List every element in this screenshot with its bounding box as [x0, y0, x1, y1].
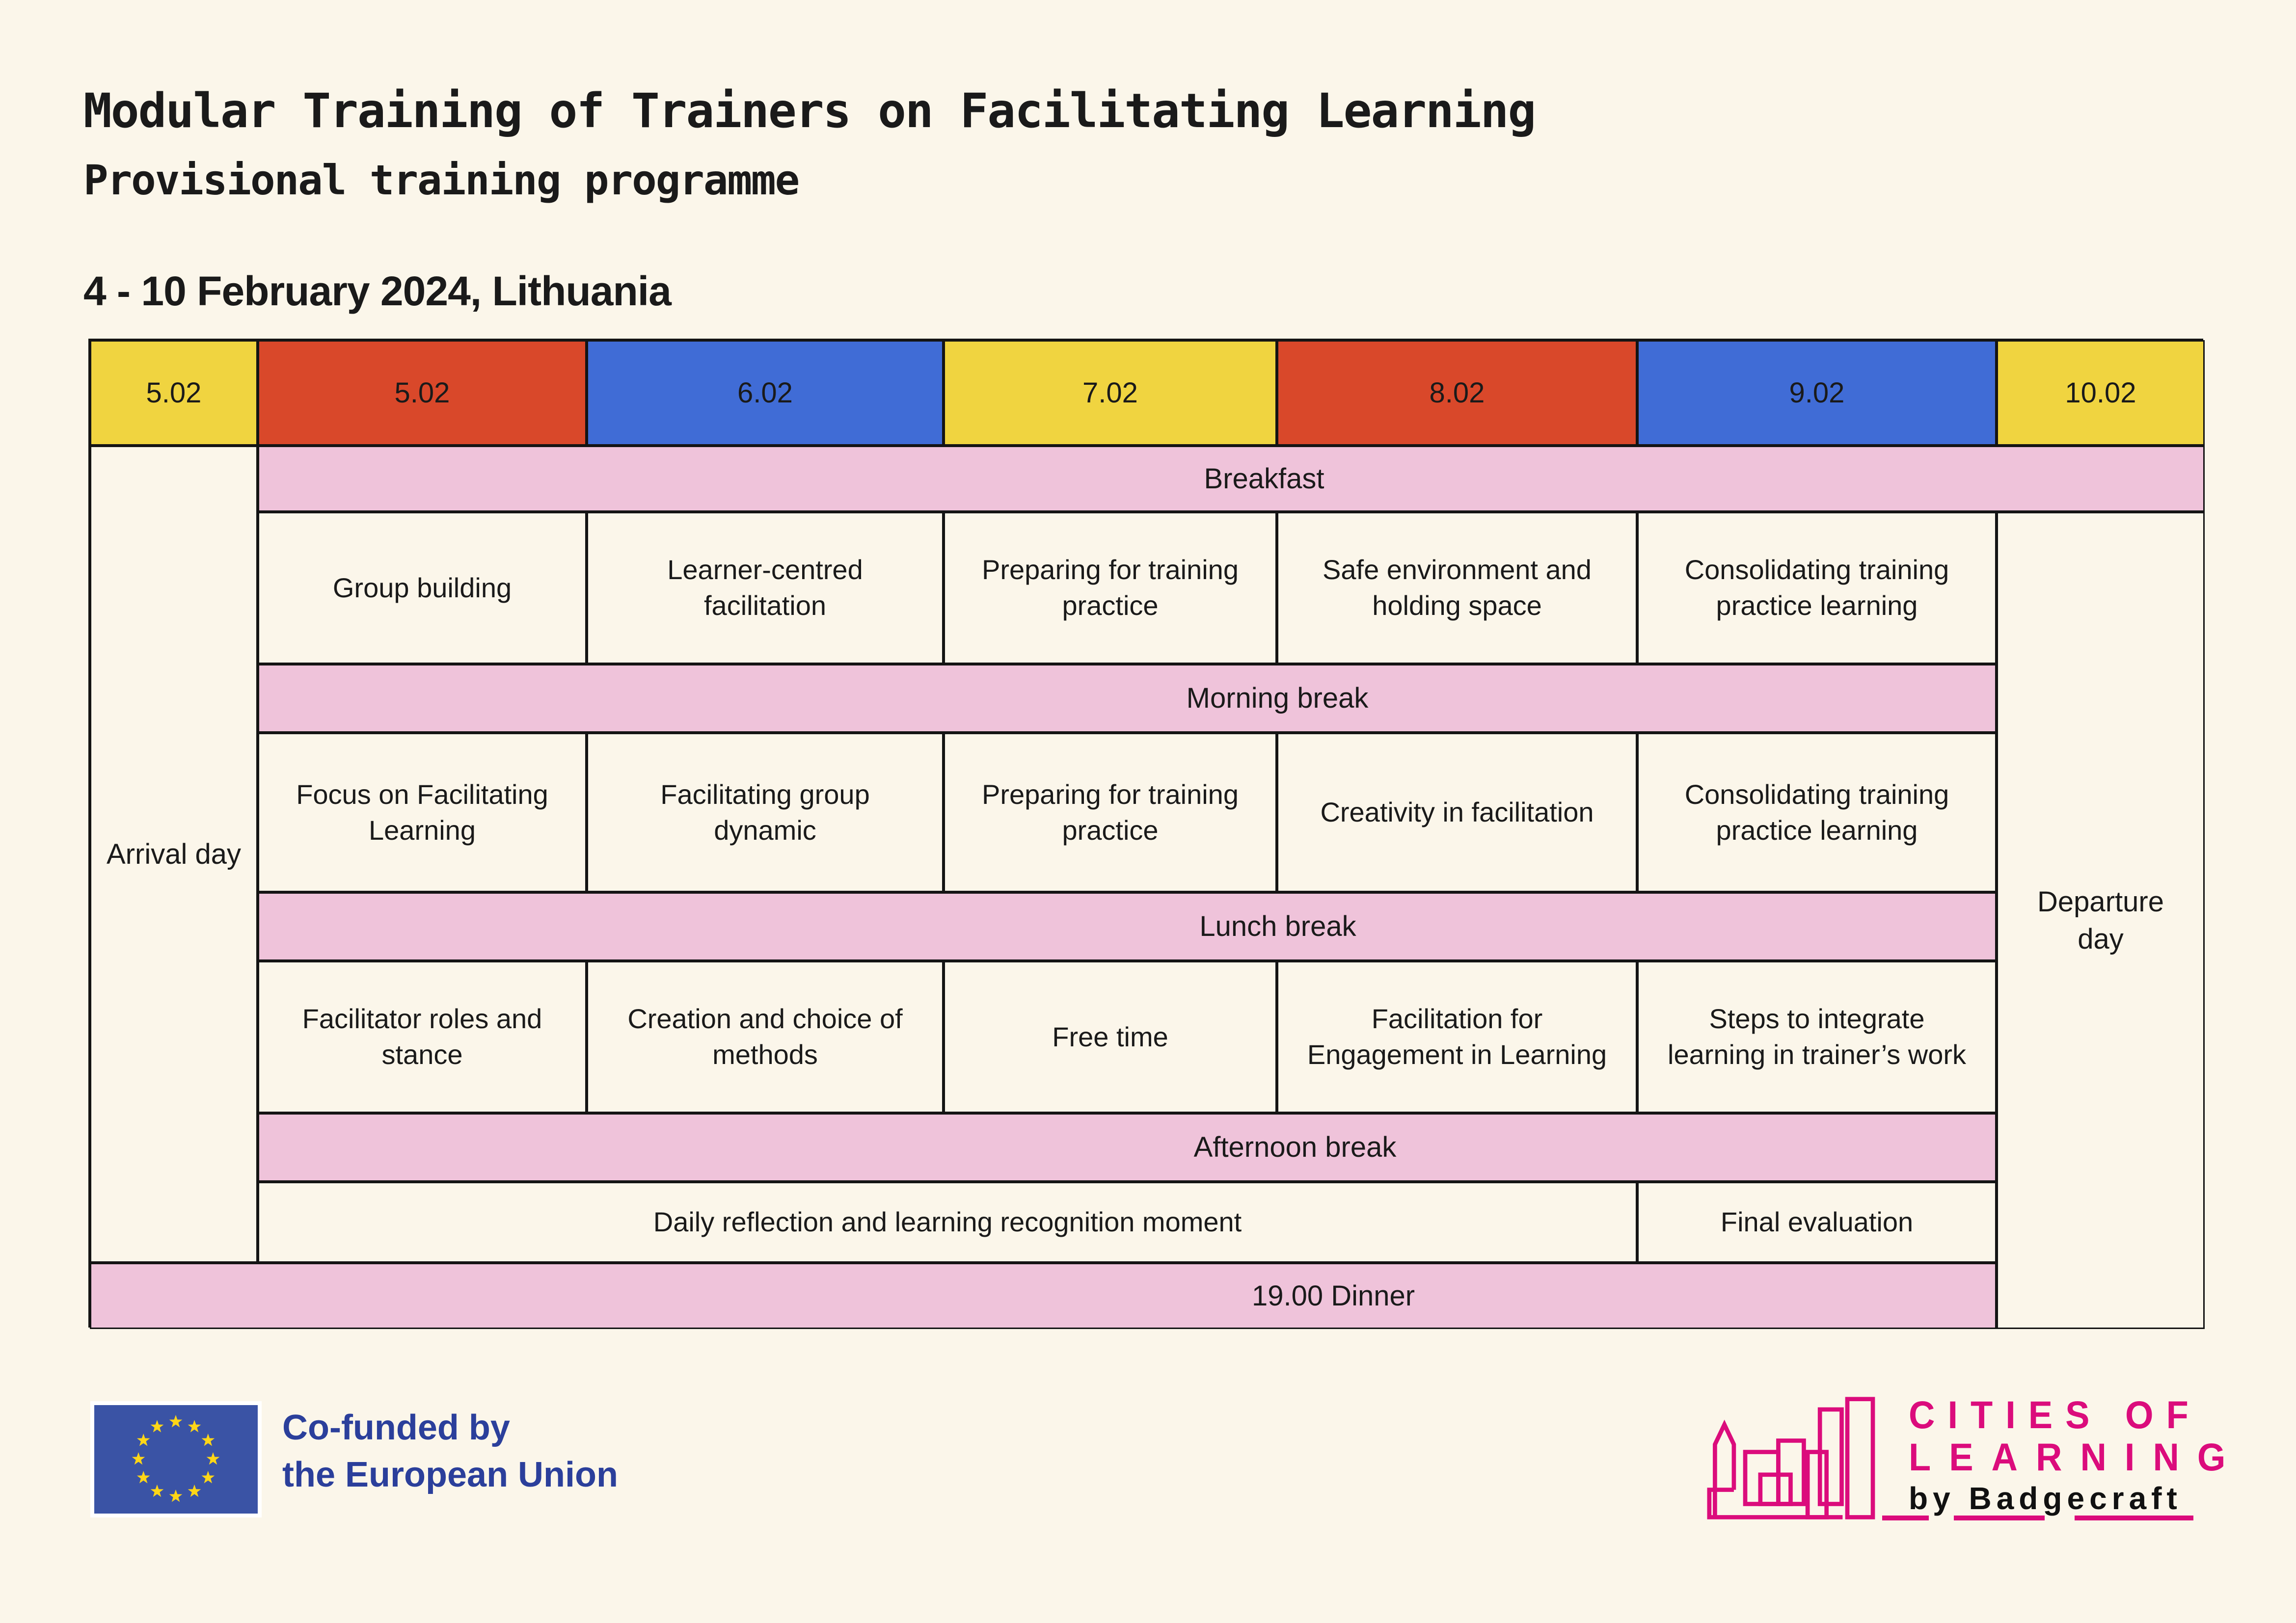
- cities-of-learning-logo-line2: LEARNING: [1909, 1436, 2244, 1479]
- session-cell: Safe environment and holding space: [1277, 512, 1637, 664]
- day-header-1: 5.02: [90, 340, 258, 446]
- eu-flag-blue-field: [94, 1405, 258, 1514]
- logo-underline-segment: [1882, 1516, 1929, 1520]
- morning-break-row: Morning break: [258, 664, 1997, 733]
- eu-stars-icon: [132, 1415, 220, 1502]
- page-title: Modular Training of Trainers on Facilita…: [83, 83, 1536, 138]
- day-header-7: 10.02: [1997, 340, 2205, 446]
- day-header-5: 8.02: [1277, 340, 1637, 446]
- final-evaluation-cell: Final evaluation: [1637, 1182, 1997, 1263]
- session-cell: Creation and choice of methods: [587, 961, 944, 1113]
- eu-cofunded-line1: Co-funded by: [282, 1408, 510, 1447]
- schedule-table: 5.02 5.02 6.02 7.02 8.02 9.02 10.02 Arri…: [88, 339, 2205, 1329]
- session-cell: Creativity in facilitation: [1277, 733, 1637, 892]
- eu-cofunded-line2: the European Union: [282, 1455, 618, 1494]
- session-cell: Preparing for training practice: [944, 512, 1277, 664]
- logo-underline-segment: [2075, 1516, 2193, 1520]
- day-header-3: 6.02: [587, 340, 944, 446]
- cities-of-learning-skyline-icon: [1707, 1397, 1875, 1519]
- session-cell: Facilitating group dynamic: [587, 733, 944, 892]
- arrival-day-cell: Arrival day: [90, 446, 258, 1263]
- session-cell: Consolidating training practice learning: [1637, 512, 1997, 664]
- departure-day-cell: Departure day: [1997, 512, 2205, 1329]
- session-cell: Consolidating training practice learning: [1637, 733, 1997, 892]
- session-cell: Group building: [258, 512, 587, 664]
- session-cell: Facilitation for Engagement in Learning: [1277, 961, 1637, 1113]
- day-header-4: 7.02: [944, 340, 1277, 446]
- dinner-row: 19.00 Dinner: [90, 1263, 1997, 1329]
- cities-of-learning-logo-line1: CITIES OF: [1909, 1393, 2201, 1437]
- eu-flag: [90, 1401, 262, 1517]
- page-subtitle: Provisional training programme: [83, 156, 800, 204]
- date-location-heading: 4 - 10 February 2024, Lithuania: [83, 268, 672, 314]
- session-cell: Facilitator roles and stance: [258, 961, 587, 1113]
- session-cell: Learner-centred facilitation: [587, 512, 944, 664]
- lunch-break-row: Lunch break: [258, 892, 1997, 961]
- session-cell: Preparing for training practice: [944, 733, 1277, 892]
- breakfast-row: Breakfast: [258, 446, 2205, 512]
- session-cell: Free time: [944, 961, 1277, 1113]
- cities-of-learning-logo-byline: by Badgecraft: [1909, 1481, 2182, 1516]
- day-header-6: 9.02: [1637, 340, 1997, 446]
- day-header-2: 5.02: [258, 340, 587, 446]
- eu-cofunded-text: Co-funded by the European Union: [282, 1405, 618, 1499]
- daily-reflection-cell: Daily reflection and learning recognitio…: [258, 1182, 1637, 1263]
- session-cell: Focus on Facilitating Learning: [258, 733, 587, 892]
- logo-underline-segment: [1954, 1516, 2045, 1520]
- afternoon-break-row: Afternoon break: [258, 1113, 1997, 1182]
- session-cell: Steps to integrate learning in trainer’s…: [1637, 961, 1997, 1113]
